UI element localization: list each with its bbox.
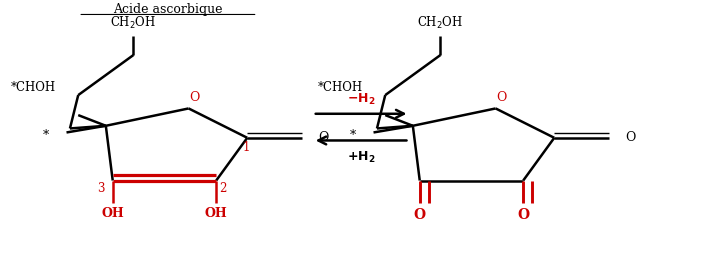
Text: 3: 3 [97,182,105,195]
Text: *CHOH: *CHOH [318,80,363,94]
Text: OH: OH [101,207,124,220]
Text: OH: OH [205,207,227,220]
Text: O: O [625,131,636,144]
Text: O: O [517,208,529,222]
Text: O: O [189,91,199,104]
Text: *CHOH: *CHOH [11,80,56,94]
Text: Acide ascorbique: Acide ascorbique [113,3,222,16]
Text: 1: 1 [242,141,250,154]
Text: CH$_2$OH: CH$_2$OH [111,15,156,31]
Text: 2: 2 [220,182,227,195]
Text: *: * [43,129,49,142]
Text: O: O [496,91,506,104]
Text: *: * [350,129,356,142]
Text: O: O [318,131,329,144]
Text: $\bf{+ H_2}$: $\bf{+ H_2}$ [347,150,375,165]
Text: $\bf{- H_2}$: $\bf{- H_2}$ [347,92,375,107]
Text: O: O [414,208,426,222]
Text: CH$_2$OH: CH$_2$OH [417,15,463,31]
